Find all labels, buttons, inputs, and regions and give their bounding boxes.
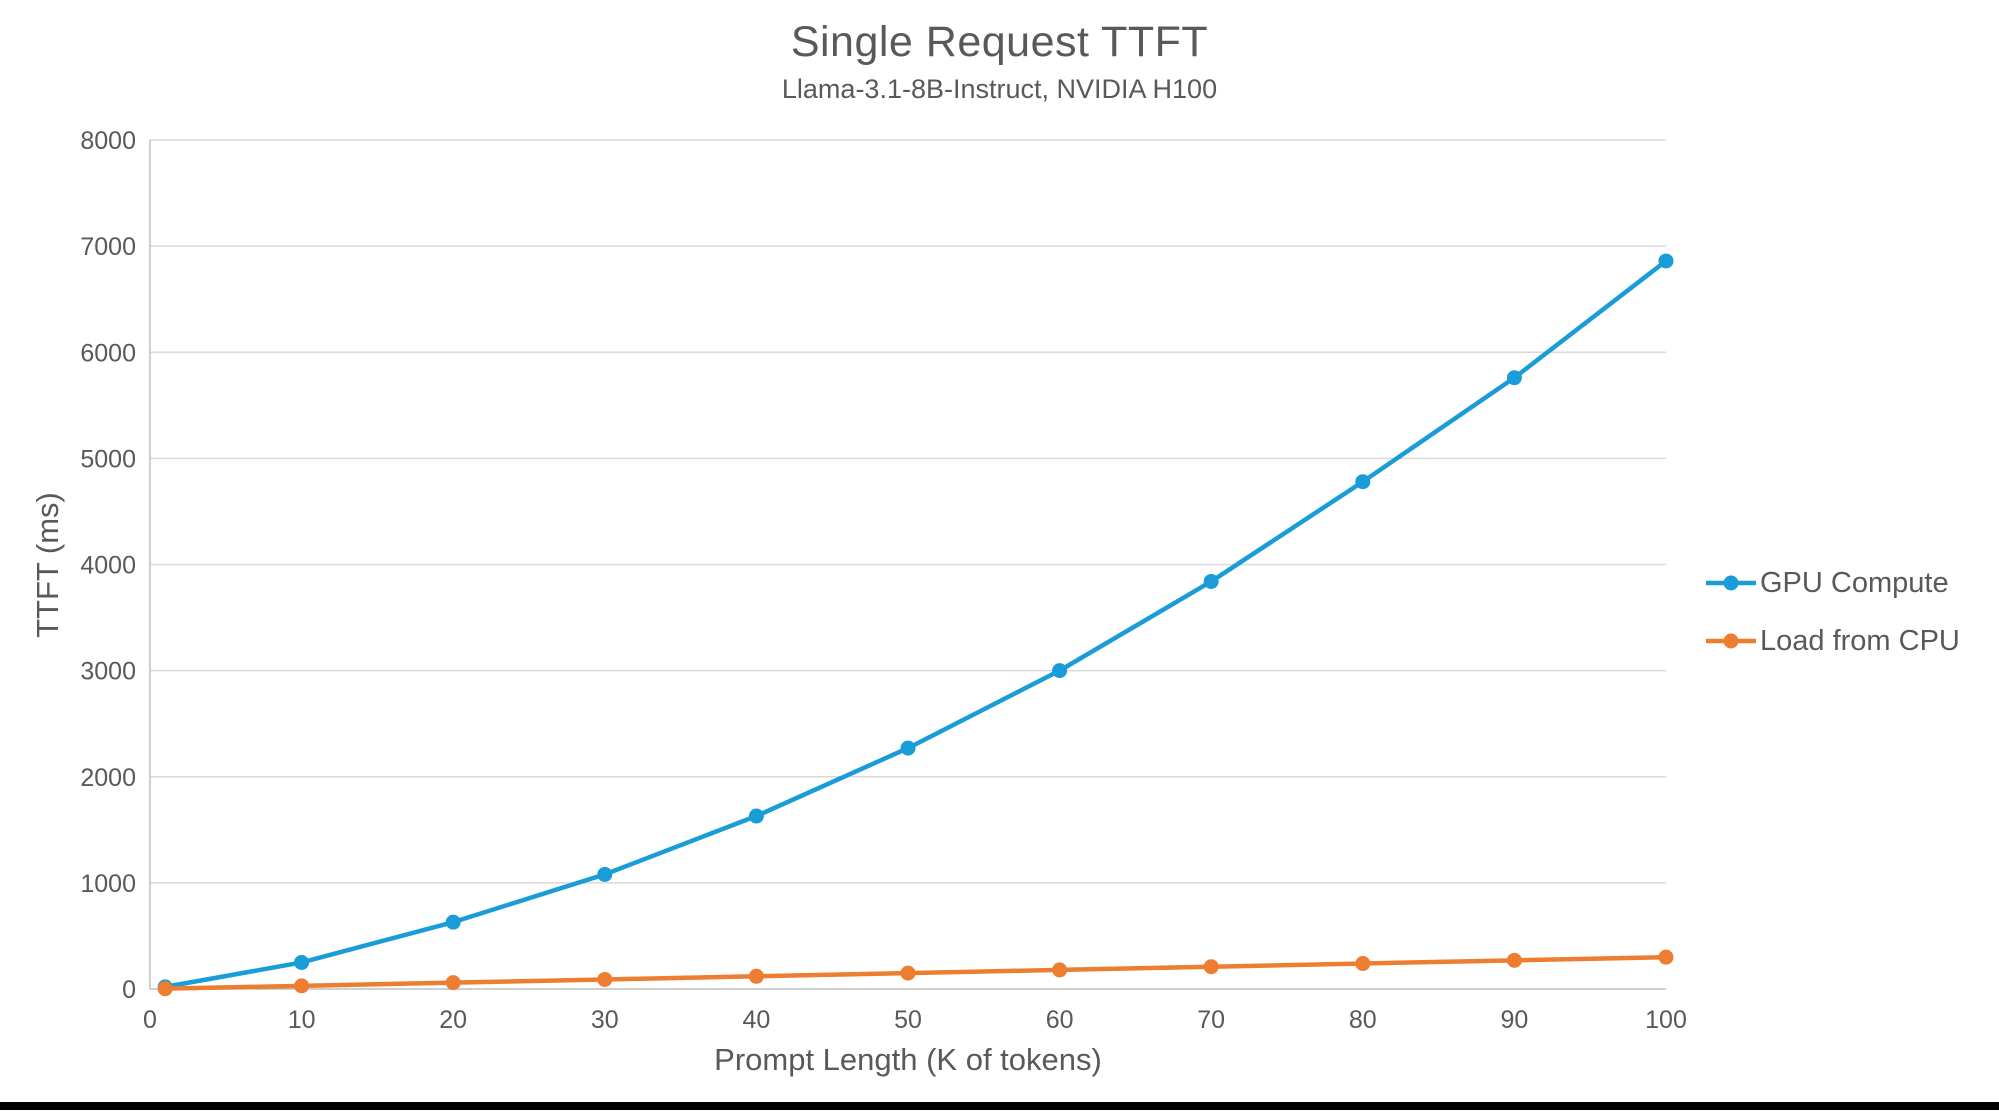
y-axis-title: TTFT (ms) [30, 492, 65, 638]
data-point-load-from-cpu [1506, 952, 1522, 968]
data-point-load-from-cpu [445, 975, 461, 991]
data-point-gpu-compute [1052, 663, 1068, 679]
data-point-gpu-compute [294, 954, 310, 970]
chart-subtitle: Llama-3.1-8B-Instruct, NVIDIA H100 [781, 74, 1218, 104]
chart-title: Single Request TTFT [790, 18, 1209, 66]
x-tick-label: 80 [1349, 1006, 1377, 1034]
data-point-gpu-compute [748, 808, 764, 824]
data-point-gpu-compute [1506, 370, 1522, 386]
data-point-load-from-cpu [1052, 962, 1068, 978]
legend-item-gpu-compute: GPU Compute [1706, 567, 1960, 599]
x-axis-title: Prompt Length (K of tokens) [714, 1042, 1102, 1077]
data-point-load-from-cpu [748, 968, 764, 984]
x-tick-label: 50 [894, 1006, 922, 1034]
y-tick-label: 2000 [80, 764, 136, 792]
data-point-gpu-compute [1355, 474, 1371, 490]
x-tick-label: 40 [742, 1006, 770, 1034]
x-tick-label: 70 [1197, 1006, 1225, 1034]
y-tick-label: 8000 [80, 127, 136, 155]
bottom-window-edge [0, 1102, 1999, 1110]
data-point-load-from-cpu [1355, 956, 1371, 972]
legend-marker-icon [1706, 575, 1756, 591]
y-tick-label: 1000 [80, 870, 136, 898]
data-point-load-from-cpu [900, 965, 916, 981]
x-tick-label: 60 [1046, 1006, 1074, 1034]
y-tick-label: 6000 [80, 339, 136, 367]
data-point-gpu-compute [900, 740, 916, 756]
series-line-gpu-compute [162, 258, 1669, 990]
x-tick-label: 90 [1500, 1006, 1528, 1034]
legend: GPU Compute Load from CPU [1706, 567, 1960, 657]
y-tick-label: 4000 [80, 552, 136, 580]
series-line-load-from-cpu [162, 954, 1669, 991]
data-point-gpu-compute [597, 866, 613, 882]
legend-item-load-from-cpu: Load from CPU [1706, 625, 1960, 657]
data-point-load-from-cpu [1203, 959, 1219, 975]
data-point-load-from-cpu [597, 971, 613, 987]
legend-label: Load from CPU [1760, 624, 1960, 657]
data-point-gpu-compute [1658, 253, 1674, 269]
data-point-gpu-compute [1203, 573, 1219, 589]
data-point-load-from-cpu [1658, 949, 1674, 965]
legend-marker-icon [1706, 633, 1756, 649]
data-point-load-from-cpu [157, 981, 173, 997]
x-tick-label: 20 [439, 1006, 467, 1034]
x-tick-label: 10 [288, 1006, 316, 1034]
data-point-gpu-compute [445, 914, 461, 930]
x-tick-label: 100 [1645, 1006, 1687, 1034]
x-tick-label: 0 [143, 1006, 157, 1034]
legend-label: GPU Compute [1760, 566, 1949, 599]
y-tick-label: 5000 [80, 445, 136, 473]
x-tick-label: 30 [591, 1006, 619, 1034]
y-tick-label: 7000 [80, 233, 136, 261]
data-point-load-from-cpu [294, 978, 310, 994]
y-tick-label: 3000 [80, 658, 136, 686]
y-tick-label: 0 [122, 976, 136, 1004]
